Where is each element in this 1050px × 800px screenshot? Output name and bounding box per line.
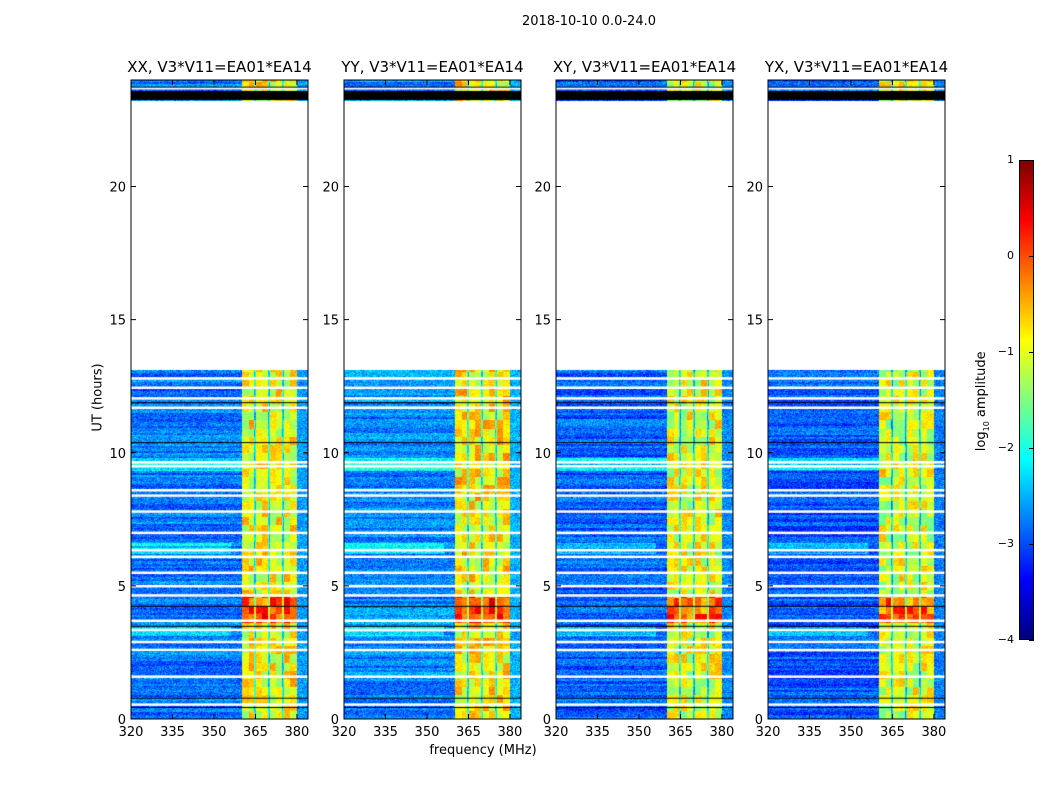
colorbar-tick-label: 1 bbox=[1007, 153, 1014, 166]
y-tick-label: 5 bbox=[118, 580, 126, 595]
axes-frame bbox=[555, 79, 734, 720]
colorbar-tick-label: 0 bbox=[1007, 249, 1014, 262]
waterfall-image bbox=[131, 80, 308, 719]
panel-title: YX, V3*V11=EA01*EA14 bbox=[764, 58, 949, 76]
x-tick-label: 335 bbox=[160, 725, 185, 740]
y-tick-label: 15 bbox=[746, 314, 763, 329]
waterfall-image bbox=[344, 80, 521, 719]
axes: 320 335 350 365 380 0 5 10 15 20 bbox=[109, 79, 310, 740]
colorbar-tick bbox=[1029, 352, 1034, 353]
colorbar-label-text: amplitude bbox=[974, 351, 990, 422]
x-tick-label: 320 bbox=[756, 725, 781, 740]
panel-yx: YX, V3*V11=EA01*EA14 320 335 350 365 380 0 5 10… bbox=[746, 58, 948, 740]
axes-frame bbox=[130, 79, 309, 720]
colorbar bbox=[1019, 160, 1034, 640]
y-tick-label: 10 bbox=[322, 447, 339, 462]
y-tick-label: 0 bbox=[543, 713, 551, 728]
x-tick-label: 380 bbox=[922, 725, 947, 740]
y-tick-label: 0 bbox=[118, 713, 126, 728]
y-tick-label: 5 bbox=[331, 580, 339, 595]
x-axis-label: frequency (MHz) bbox=[429, 743, 537, 758]
waterfall-image bbox=[556, 80, 733, 719]
x-tick-label: 365 bbox=[456, 725, 481, 740]
colorbar-tick-label: −2 bbox=[997, 441, 1014, 454]
x-tick-label: 335 bbox=[585, 725, 610, 740]
colorbar-tick bbox=[1029, 640, 1034, 641]
panel-yy: YY, V3*V11=EA01*EA14 320 335 350 365 380 0 5 10… bbox=[322, 58, 523, 740]
x-tick-label: 320 bbox=[332, 725, 357, 740]
x-tick-label: 335 bbox=[373, 725, 398, 740]
waterfall-image bbox=[768, 80, 945, 719]
y-tick-label: 20 bbox=[746, 181, 763, 196]
x-tick-label: 365 bbox=[880, 725, 905, 740]
y-tick-label: 20 bbox=[109, 181, 126, 196]
y-tick-label: 10 bbox=[109, 447, 126, 462]
panel-title: XY, V3*V11=EA01*EA14 bbox=[552, 58, 737, 76]
axes-frame bbox=[767, 79, 946, 720]
axes-frame bbox=[343, 79, 522, 720]
x-tick-label: 350 bbox=[839, 725, 864, 740]
colorbar-tick bbox=[1029, 160, 1034, 161]
y-tick-label: 0 bbox=[331, 713, 339, 728]
x-tick-label: 365 bbox=[243, 725, 268, 740]
panel-xy: XY, V3*V11=EA01*EA14 320 335 350 365 380 0 5 10… bbox=[534, 58, 736, 740]
y-tick-label: 0 bbox=[755, 713, 763, 728]
y-tick-label: 20 bbox=[534, 181, 551, 196]
x-tick-label: 380 bbox=[498, 725, 523, 740]
colorbar-label-log: log bbox=[974, 431, 990, 452]
y-tick-label: 10 bbox=[746, 447, 763, 462]
x-tick-label: 335 bbox=[797, 725, 822, 740]
axes: 320 335 350 365 380 0 5 10 15 20 bbox=[322, 79, 523, 740]
panel-title: XX, V3*V11=EA01*EA14 bbox=[127, 58, 312, 76]
x-tick-label: 365 bbox=[668, 725, 693, 740]
panel-title: YY, V3*V11=EA01*EA14 bbox=[341, 58, 524, 76]
x-tick-label: 380 bbox=[285, 725, 310, 740]
figure-title: 2018-10-10 0.0-24.0 bbox=[522, 14, 656, 29]
y-tick-label: 5 bbox=[755, 580, 763, 595]
colorbar-tick bbox=[1029, 544, 1034, 545]
colorbar-tick-label: −4 bbox=[997, 633, 1014, 646]
colorbar-tick-label: −3 bbox=[997, 537, 1014, 550]
x-tick-label: 320 bbox=[119, 725, 144, 740]
y-tick-label: 15 bbox=[109, 314, 126, 329]
panel-xx: XX, V3*V11=EA01*EA14 320 335 350 365 380 0 5 10… bbox=[109, 58, 311, 740]
colorbar-tick bbox=[1029, 448, 1034, 449]
colorbar-label-base: 10 bbox=[981, 421, 991, 432]
x-tick-label: 350 bbox=[415, 725, 440, 740]
y-axis-label: UT (hours) bbox=[90, 363, 106, 432]
colorbar-label: log10 amplitude bbox=[974, 339, 991, 464]
y-tick-label: 15 bbox=[322, 314, 339, 329]
x-tick-label: 320 bbox=[544, 725, 569, 740]
x-tick-label: 350 bbox=[627, 725, 652, 740]
y-tick-label: 20 bbox=[322, 181, 339, 196]
colorbar-tick-label: −1 bbox=[997, 345, 1014, 358]
y-tick-label: 10 bbox=[534, 447, 551, 462]
x-tick-label: 350 bbox=[202, 725, 227, 740]
y-tick-label: 15 bbox=[534, 314, 551, 329]
x-tick-label: 380 bbox=[710, 725, 735, 740]
axes: 320 335 350 365 380 0 5 10 15 20 bbox=[746, 79, 947, 740]
y-tick-label: 5 bbox=[543, 580, 551, 595]
colorbar-tick bbox=[1029, 256, 1034, 257]
axes: 320 335 350 365 380 0 5 10 15 20 bbox=[534, 79, 735, 740]
